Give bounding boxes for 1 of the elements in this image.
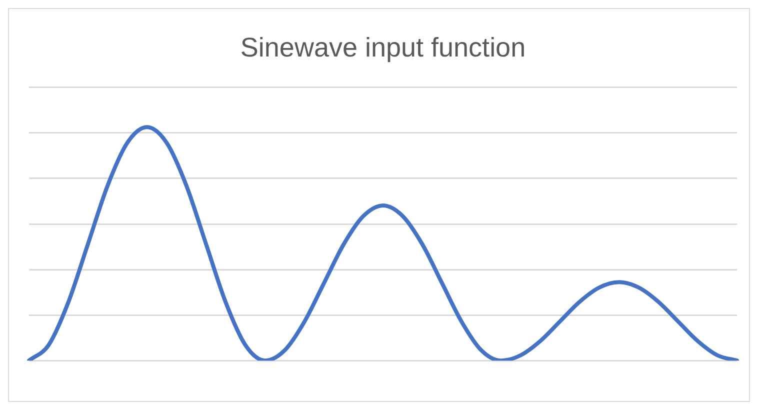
- chart-title: Sinewave input function: [240, 32, 526, 63]
